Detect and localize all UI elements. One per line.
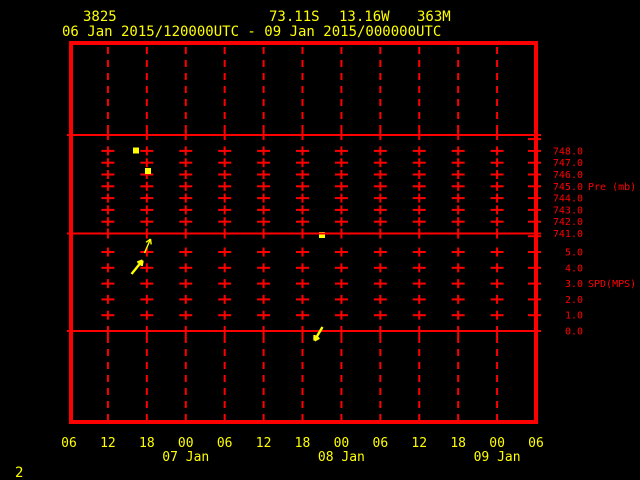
station-id: 3825 xyxy=(83,9,117,25)
wind-arrow-shaft xyxy=(130,259,144,275)
right-axis-ticks xyxy=(528,138,541,332)
wind-arrow-head xyxy=(136,259,143,264)
wind-arrow-head xyxy=(145,238,151,243)
svg-text:18: 18 xyxy=(295,436,311,451)
vertical-gridlines xyxy=(101,47,504,420)
pressure-axis-title: Pre (mb) xyxy=(588,182,636,193)
pressure-data-point xyxy=(145,168,151,174)
wind-arrows xyxy=(130,238,324,342)
svg-text:743.0: 743.0 xyxy=(553,205,583,216)
svg-text:741.0: 741.0 xyxy=(553,229,583,240)
svg-text:09 Jan: 09 Jan xyxy=(474,450,521,465)
svg-text:Pre (mb): Pre (mb) xyxy=(588,182,636,193)
hour-labels: 06 12 18 00 06 12 18 00 06 12 18 00 06 xyxy=(61,436,544,451)
time-range-title: 06 Jan 2015/120000UTC - 09 Jan 2015/0000… xyxy=(62,24,442,40)
svg-text:746.0: 746.0 xyxy=(553,170,583,181)
pressure-points xyxy=(133,147,325,238)
svg-text:18: 18 xyxy=(450,436,466,451)
wind-arrow-head xyxy=(149,238,152,245)
speed-axis-title: SPD(MPS) xyxy=(588,279,636,290)
svg-text:00: 00 xyxy=(334,436,350,451)
svg-text:06: 06 xyxy=(528,436,544,451)
svg-text:0.0: 0.0 xyxy=(565,327,583,338)
svg-text:12: 12 xyxy=(256,436,272,451)
svg-text:12: 12 xyxy=(411,436,427,451)
svg-text:00: 00 xyxy=(489,436,505,451)
wind-arrow-shaft xyxy=(313,326,324,342)
svg-text:12: 12 xyxy=(100,436,116,451)
svg-text:06: 06 xyxy=(61,436,77,451)
station-latitude: 73.11S xyxy=(269,9,320,25)
svg-text:5.0: 5.0 xyxy=(565,248,583,259)
station-longitude: 13.16W xyxy=(339,9,390,25)
svg-text:748.0: 748.0 xyxy=(553,146,583,157)
svg-text:06: 06 xyxy=(373,436,389,451)
wind-arrow-shaft xyxy=(143,238,152,254)
svg-text:18: 18 xyxy=(139,436,155,451)
pressure-data-point xyxy=(319,232,325,238)
svg-text:742.0: 742.0 xyxy=(553,217,583,228)
svg-text:00: 00 xyxy=(178,436,194,451)
svg-text:SPD(MPS): SPD(MPS) xyxy=(588,279,636,290)
svg-text:08 Jan: 08 Jan xyxy=(318,450,365,465)
pressure-data-point xyxy=(133,147,139,154)
svg-text:2.0: 2.0 xyxy=(565,295,583,306)
svg-text:06: 06 xyxy=(217,436,233,451)
svg-text:747.0: 747.0 xyxy=(553,158,583,169)
frame-number: 2 xyxy=(15,465,24,480)
station-elevation: 363M xyxy=(417,9,451,25)
date-labels: 07 Jan 08 Jan 09 Jan xyxy=(162,450,520,465)
wind-arrow-head xyxy=(313,336,320,342)
speed-axis-labels: 5.0 4.0 3.0 2.0 1.0 0.0 xyxy=(565,248,583,338)
svg-text:07 Jan: 07 Jan xyxy=(162,450,209,465)
svg-text:3.0: 3.0 xyxy=(565,279,583,290)
svg-text:745.0: 745.0 xyxy=(553,182,583,193)
panel-separator-lines xyxy=(67,134,541,332)
svg-text:744.0: 744.0 xyxy=(553,194,583,205)
svg-text:4.0: 4.0 xyxy=(565,263,583,274)
svg-text:1.0: 1.0 xyxy=(565,311,583,322)
